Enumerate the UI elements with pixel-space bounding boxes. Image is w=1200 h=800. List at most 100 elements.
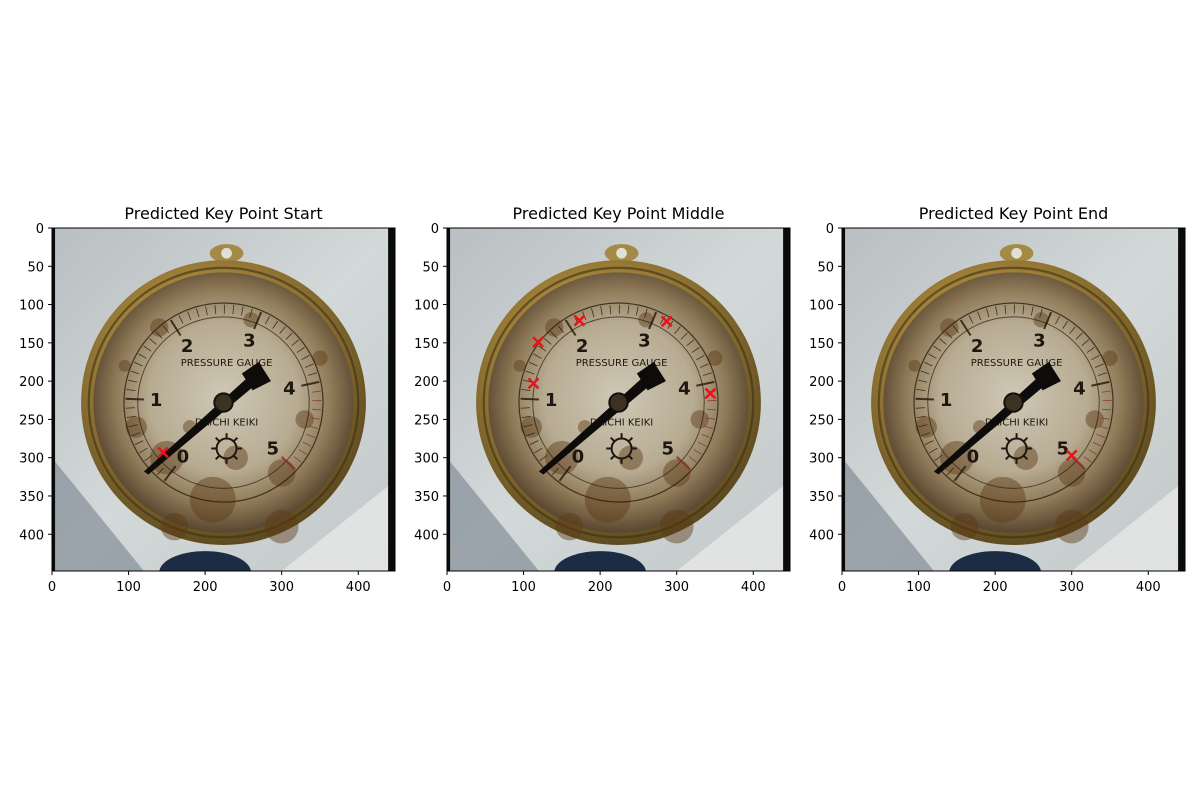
scale-tick [986,308,990,318]
scale-tick [149,338,157,345]
scale-arc-inner [137,316,310,489]
dial-number: 1 [545,390,558,411]
scale-tick [538,345,547,352]
scale-tick [126,415,136,419]
scale-tick [953,465,967,482]
y-tick-label: 400 [809,528,834,543]
y-tick-label: 50 [817,260,834,275]
scale-tick [600,306,603,316]
scale-tick [155,331,163,339]
gauge-needle [538,368,662,475]
scale-tick [526,432,536,437]
axes-frame [51,227,396,572]
scale-tick [301,355,310,361]
x-tick-label: 200 [588,580,613,595]
photo-object [159,551,251,571]
dial-number: 2 [576,336,589,357]
scale-tick [131,432,141,437]
gauge-rim-inner-edge [482,266,755,539]
scale-tick [301,380,320,387]
dial-number: 4 [1073,378,1086,399]
scale-arc-inner [927,316,1100,489]
scale-tick [918,424,928,428]
scale-tick [959,319,972,337]
photo-shadow [447,457,539,571]
y-tick-label: 350 [809,490,834,505]
scale-tick [285,332,293,340]
rust-spot [118,359,131,372]
rust-spot [638,312,654,328]
x-tick-label: 0 [838,580,846,595]
gauge-needle-tail [241,361,271,391]
rust-spot [690,410,709,429]
scale-tick [139,447,148,454]
scale-tick [1088,449,1097,455]
y-tick-label: 200 [19,375,44,390]
x-tick-label: 100 [511,580,536,595]
scale-tick [705,417,716,420]
scale-tick [143,345,152,352]
gauge-rim-inner-edge [877,266,1150,539]
scale-tick [253,311,263,330]
scale-tick [701,433,711,438]
scale-tick [232,305,235,315]
scale-tick [169,319,182,337]
panel-title: Predicted Key Point Middle [513,204,725,223]
photo-object [554,551,646,571]
scale-tick [138,353,147,359]
scale-tick [1055,315,1061,325]
dial-number: 0 [177,446,190,467]
scale-tick [533,353,542,359]
photo-right-border [783,228,790,571]
y-tick-label: 300 [414,452,439,467]
scale-tick [279,326,286,334]
rust-spot [1085,410,1104,429]
dial-number: 4 [678,378,691,399]
axes-frame [841,227,1186,572]
scale-tick [521,415,531,419]
rust-spot [295,410,314,429]
gauge-needle-tail [636,361,666,391]
gauge-needle [933,368,1057,475]
scale-tick [304,363,314,368]
rust-spot [915,416,937,438]
y-tick-label: 250 [414,413,439,428]
scale-tick [196,308,200,318]
gauge-logo-spoke [610,454,616,461]
scale-tick [520,397,539,401]
y-tick-label: 200 [414,375,439,390]
scale-tick [310,417,321,420]
gauge-label-pressure: PRESSURE GAUGE [971,358,1063,369]
scale-tick [928,353,937,359]
scale-tick [1100,417,1111,420]
scale-tick [924,361,933,367]
scale-tick [529,440,539,445]
scale-tick [1102,408,1112,411]
dial-number: 1 [940,390,953,411]
gauge-logo-spoke [1022,454,1029,461]
scale-tick [635,306,639,316]
scale-tick [156,467,164,476]
scale-tick [933,345,942,352]
scale-tick [674,326,681,334]
scale-tick [1099,425,1109,429]
scale-tick [918,379,928,383]
y-tick-label: 300 [19,452,44,467]
scale-tick [939,338,947,345]
dial-number: 5 [662,439,675,460]
x-tick-label: 200 [983,580,1008,595]
scale-tick [265,315,271,325]
gauge-logo-spoke [232,436,239,443]
gauge-logo-spoke [232,454,239,461]
x-tick-label: 0 [443,580,451,595]
scale-tick [539,454,548,462]
gauge-label-brand: DAICHI KEIKI [985,418,1048,429]
scale-tick [934,454,943,462]
dial-number: 4 [283,378,296,399]
scale-tick [1022,305,1025,315]
gauge-needle-hub [1003,392,1024,413]
photo-left-border [52,228,56,571]
photo-right-border [1178,228,1185,571]
panel-title: Predicted Key Point Start [124,204,322,223]
scale-arc-outer [518,302,719,503]
